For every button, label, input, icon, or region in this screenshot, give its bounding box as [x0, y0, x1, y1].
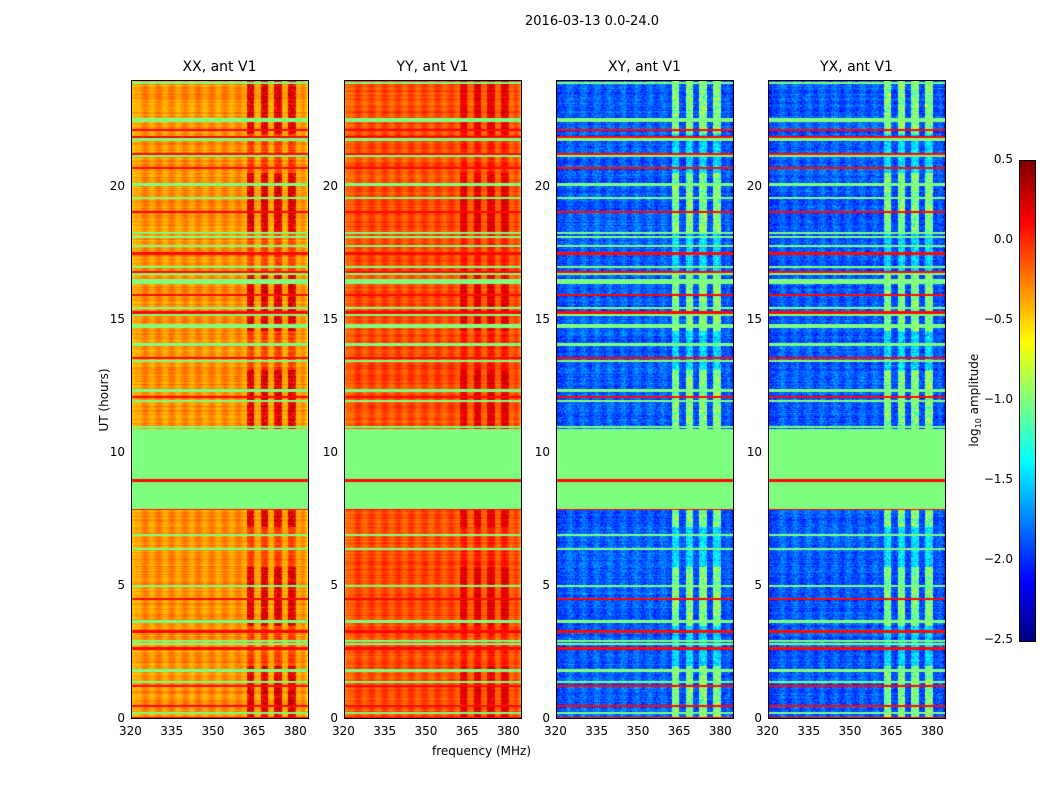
y-tick-label: 15: [109, 311, 125, 326]
colorbar-tick-label: −1.5: [983, 472, 1013, 486]
colorbar-tick-label: −2.5: [983, 632, 1013, 646]
x-tick-label: 350: [626, 724, 650, 738]
y-tick-label: 10: [534, 444, 550, 459]
panel-title: YX, ant V1: [820, 59, 893, 75]
y-tick-label: 0: [542, 711, 550, 725]
x-tick-label: 365: [667, 724, 691, 738]
x-tick-label: 335: [160, 724, 184, 738]
x-tick-label: 320: [544, 724, 567, 738]
y-tick-label: 5: [754, 577, 762, 592]
x-tick-label: 365: [879, 724, 903, 738]
heatmap-1: [344, 80, 521, 719]
y-tick-label: 20: [534, 178, 550, 193]
y-tick-label: 5: [542, 577, 550, 592]
colorbar-tick-label: 0.0: [993, 232, 1013, 246]
heatmap-2: [556, 80, 733, 719]
panel-frame: [556, 80, 734, 719]
x-tick-label: 350: [414, 724, 438, 738]
colorbar-tick-label: 0.5: [993, 152, 1013, 166]
panel-title: XX, ant V1: [182, 59, 257, 75]
panel-frame: [131, 80, 309, 719]
panel-title: YY, ant V1: [396, 59, 469, 75]
x-tick-label: 365: [242, 724, 266, 738]
x-tick-label: 320: [756, 724, 779, 738]
x-tick-label: 380: [496, 724, 520, 738]
colorbar-label-rest: amplitude: [966, 353, 981, 419]
x-tick-label: 365: [455, 724, 479, 738]
colorbar-tick-label: −0.5: [983, 312, 1013, 326]
x-tick-label: 335: [373, 724, 397, 738]
y-tick-label: 20: [746, 178, 762, 193]
y-tick-label: 15: [746, 311, 762, 326]
x-tick-label: 350: [201, 724, 225, 738]
y-tick-label: 0: [754, 711, 762, 725]
colorbar-tick-label: −1.0: [983, 392, 1013, 406]
x-axis-label: frequency (MHz): [432, 744, 532, 758]
colorbar-label-log: log: [966, 428, 981, 447]
x-tick-label: 335: [797, 724, 821, 738]
y-tick-label: 15: [322, 311, 338, 326]
x-tick-label: 380: [708, 724, 732, 738]
y-axis-label: UT (hours): [97, 368, 111, 432]
x-tick-label: 320: [332, 724, 355, 738]
colorbar: [1019, 160, 1036, 642]
y-tick-label: 0: [330, 711, 338, 725]
y-tick-label: 0: [117, 711, 125, 725]
x-tick-label: 320: [119, 724, 142, 738]
heatmap-0: [131, 80, 308, 719]
x-tick-label: 335: [585, 724, 609, 738]
colorbar-tick-label: −2.0: [983, 552, 1013, 566]
y-tick-label: 20: [322, 178, 338, 193]
colorbar-label-sub: 10: [974, 418, 984, 429]
panel-frame: [768, 80, 946, 719]
y-tick-label: 10: [109, 444, 125, 459]
y-tick-label: 5: [330, 577, 338, 592]
heatmap-3: [768, 80, 945, 719]
y-tick-label: 15: [534, 311, 550, 326]
y-tick-label: 5: [117, 577, 125, 592]
panel-title: XY, ant V1: [608, 59, 681, 75]
panel-frame: [344, 80, 522, 719]
x-tick-label: 350: [838, 724, 862, 738]
figure-title: 2016-03-13 0.0-24.0: [525, 14, 659, 29]
x-tick-label: 380: [283, 724, 307, 738]
y-tick-label: 10: [322, 444, 338, 459]
y-tick-label: 20: [109, 178, 125, 193]
x-tick-label: 380: [920, 724, 944, 738]
y-tick-label: 10: [746, 444, 762, 459]
